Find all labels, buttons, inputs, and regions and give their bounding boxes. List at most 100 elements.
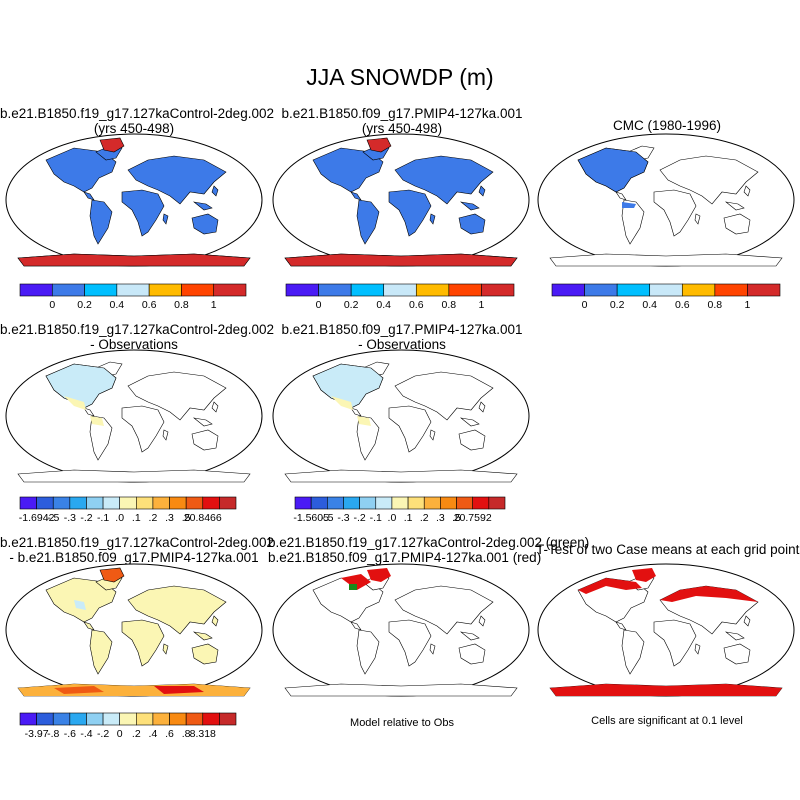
colorbar-swatch [102, 712, 120, 726]
panel-title-line2: (yrs 450-498) [361, 121, 443, 136]
colorbar-tick-label: .2 [132, 728, 141, 740]
colorbar-tick-label: -.2 [353, 512, 365, 524]
colorbar-tick-label: 0.2 [610, 299, 625, 311]
colorbar-tick-label: .1 [404, 512, 413, 524]
panel-title-line2: b.e21.B1850.f09_g17.PMIP4-127ka.001 (red… [268, 550, 542, 565]
colorbar-swatch [472, 496, 490, 510]
colorbar-tick-label: .0 [115, 512, 124, 524]
panel-title-ttest: T-Test of two Case means at each grid po… [536, 542, 799, 557]
colorbar-tick-label: -3.97 [25, 728, 49, 740]
colorbar-tick-label: .6 [165, 728, 174, 740]
colorbar-tick-label: .5 [182, 512, 191, 524]
panel-title-case-diff: b.e21.B1850.f19_g17.127kaControl-2deg.00… [0, 535, 274, 565]
note-significance: Cells are significant at 0.1 level [591, 715, 743, 727]
colorbar-swatch [19, 496, 37, 510]
colorbar-swatch [185, 496, 204, 510]
colorbar-swatch [488, 496, 506, 510]
colorbar-tick-label: 0.8 [708, 299, 723, 311]
colorbar-row2-right: -1.5605-.5 -.3 -.2 -.1 .0 .1 .2 .3 .520.7592 [293, 496, 506, 524]
colorbar-swatch [481, 283, 515, 297]
colorbar-swatch [616, 283, 651, 297]
colorbar-swatch [136, 712, 154, 726]
map-diff1 [5, 349, 263, 483]
colorbar-swatch [19, 283, 53, 297]
map-case1 [5, 133, 263, 267]
colorbar-swatch [181, 283, 215, 297]
colorbar-tick-label: -.1 [97, 512, 109, 524]
colorbar-tick-label: .3 [436, 512, 445, 524]
colorbar-swatch [36, 712, 54, 726]
colorbar-tick-label: 0.4 [642, 299, 657, 311]
colorbar-tick-label: 0 [582, 299, 588, 311]
colorbar-swatch [185, 712, 204, 726]
colorbar-tick-label: -.4 [80, 728, 92, 740]
colorbar-swatch [36, 496, 54, 510]
colorbar-tick-label: -.2 [97, 728, 109, 740]
colorbar-tick-label: .8 [182, 728, 191, 740]
colorbar-tick-label: -.3 [337, 512, 349, 524]
panel-title-overlay: b.e21.B1850.f19_g17.127kaControl-2deg.00… [268, 535, 590, 565]
colorbar-tick-label: .2 [149, 512, 158, 524]
colorbar-swatch [285, 283, 319, 297]
colorbar-swatch [584, 283, 618, 297]
colorbar-swatch [294, 496, 312, 510]
colorbar-tick-label: .2 [420, 512, 429, 524]
colorbar-tick-label: .5 [452, 512, 461, 524]
colorbar-swatch [69, 712, 87, 726]
colorbar-row1-2: 0 0.2 0.4 0.6 0.8 1 [285, 283, 515, 311]
map-overlay [272, 563, 530, 697]
map-obs [537, 133, 795, 267]
colorbar-swatch [169, 496, 187, 510]
colorbar-swatch [318, 283, 352, 297]
colorbar-swatch [551, 283, 585, 297]
panel-title-diff2: b.e21.B1850.f09_g17.PMIP4-127ka.001 - Ob… [268, 322, 536, 352]
map-case2 [272, 133, 530, 267]
panel-title-line1: b.e21.B1850.f19_g17.127kaControl-2deg.00… [0, 322, 274, 337]
colorbar-tick-label: -.3 [64, 512, 76, 524]
colorbar-swatch [152, 496, 170, 510]
colorbar-swatch [19, 712, 37, 726]
panel-title-case1: b.e21.B1850.f19_g17.127kaControl-2deg.00… [0, 106, 274, 136]
colorbar-tick-label: 0.4 [110, 299, 125, 311]
colorbar-swatch [119, 712, 137, 726]
colorbar-swatch [116, 283, 150, 297]
colorbar-swatch [440, 496, 457, 510]
colorbar-row1: 0 0.2 0.4 0.6 0.8 1 [19, 283, 247, 311]
panel-title-line1: b.e21.B1850.f19_g17.127kaControl-2deg.00… [268, 535, 590, 550]
colorbar-swatch [310, 496, 328, 510]
colorbar-tick-label: 8.318 [190, 728, 216, 740]
panel-title-obs: CMC (1980-1996) [536, 118, 798, 133]
colorbar-swatch [84, 283, 118, 297]
map-case-diff [5, 563, 263, 697]
colorbar-tick-label: .4 [149, 728, 158, 740]
colorbar-swatch [119, 496, 137, 510]
colorbar-swatch [423, 496, 441, 510]
panel-title-case2: b.e21.B1850.f09_g17.PMIP4-127ka.001 (yrs… [268, 106, 536, 136]
colorbar-tick-label: -.6 [64, 728, 76, 740]
colorbar-swatch [69, 496, 87, 510]
colorbar-tick-label: .3 [165, 512, 174, 524]
map-ttest [537, 563, 795, 697]
panel-title-line1: b.e21.B1850.f19_g17.127kaControl-2deg.00… [0, 535, 274, 550]
colorbar-row3: -3.97-.8 -.6 -.4 -.2 0 .2 .4 .6 .8 8.318 [19, 712, 237, 740]
colorbar-tick-label: -.8 [47, 728, 59, 740]
colorbar-swatch [202, 496, 220, 510]
colorbar-swatch [169, 712, 187, 726]
colorbar-tick-label: 0.8 [442, 299, 457, 311]
colorbar-tick-label: 0.6 [675, 299, 690, 311]
colorbar-tick-label: 1 [745, 299, 751, 311]
colorbar-swatch [714, 283, 748, 297]
colorbar-swatch [51, 283, 85, 297]
colorbar-tick-label: 0 [117, 728, 123, 740]
panel-title-line2: - Observations [358, 337, 446, 352]
colorbar-row1-3: 0 0.2 0.4 0.6 0.8 1 [551, 283, 781, 311]
colorbar-tick-label: 0.2 [344, 299, 359, 311]
colorbar-tick-label: 0.4 [376, 299, 391, 311]
colorbar-tick-label: 20.8466 [184, 512, 222, 524]
colorbar-swatch [456, 496, 473, 510]
panel-title-line1: b.e21.B1850.f19_g17.127kaControl-2deg.00… [0, 106, 274, 121]
colorbar-swatch [383, 283, 417, 297]
colorbar-swatch [136, 496, 154, 510]
colorbar-swatch [407, 496, 425, 510]
colorbar-swatch [350, 283, 385, 297]
